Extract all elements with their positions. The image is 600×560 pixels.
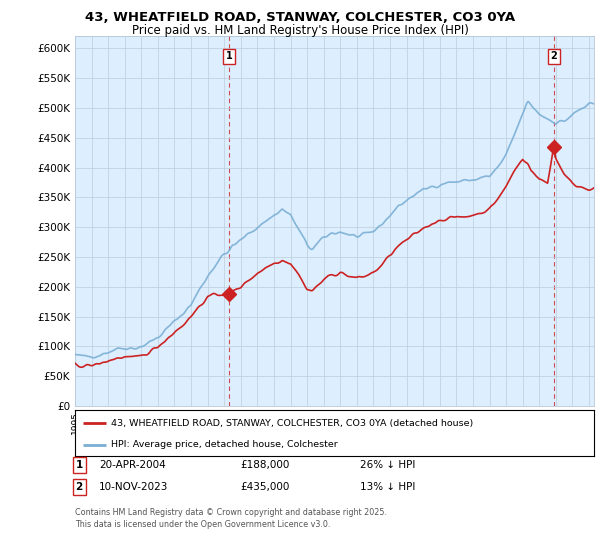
Text: 1: 1: [76, 460, 83, 470]
Text: 43, WHEATFIELD ROAD, STANWAY, COLCHESTER, CO3 0YA (detached house): 43, WHEATFIELD ROAD, STANWAY, COLCHESTER…: [112, 419, 473, 428]
Text: 1: 1: [226, 51, 233, 61]
Text: £188,000: £188,000: [240, 460, 289, 470]
Text: 26% ↓ HPI: 26% ↓ HPI: [360, 460, 415, 470]
Text: HPI: Average price, detached house, Colchester: HPI: Average price, detached house, Colc…: [112, 440, 338, 450]
Text: 10-NOV-2023: 10-NOV-2023: [99, 482, 169, 492]
Text: 13% ↓ HPI: 13% ↓ HPI: [360, 482, 415, 492]
Text: Price paid vs. HM Land Registry's House Price Index (HPI): Price paid vs. HM Land Registry's House …: [131, 24, 469, 36]
Text: 43, WHEATFIELD ROAD, STANWAY, COLCHESTER, CO3 0YA: 43, WHEATFIELD ROAD, STANWAY, COLCHESTER…: [85, 11, 515, 24]
Text: 20-APR-2004: 20-APR-2004: [99, 460, 166, 470]
Text: Contains HM Land Registry data © Crown copyright and database right 2025.
This d: Contains HM Land Registry data © Crown c…: [75, 508, 387, 529]
Text: 2: 2: [550, 51, 557, 61]
Text: 2: 2: [76, 482, 83, 492]
Text: £435,000: £435,000: [240, 482, 289, 492]
